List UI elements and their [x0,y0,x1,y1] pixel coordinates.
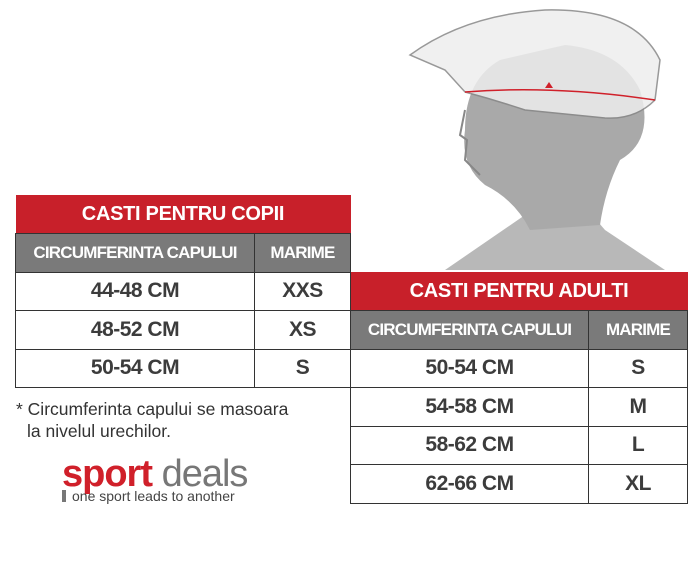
table-row: 54-58 CM M [350,387,689,427]
size-cell: XL [625,471,651,495]
circumference-cell: 50-54 CM [425,356,514,380]
note-line-1: * Circumferinta capului se masoara [16,399,289,419]
logo-word-deals: deals [161,453,249,495]
table-row: 58-62 CM L [350,425,689,465]
circumference-cell: 48-52 CM [90,317,180,341]
helmet-head-illustration [408,9,665,270]
logo-tagline: one sport leads to another [62,489,247,503]
table-row: 44-48 CM XXS [15,271,351,311]
table-row: 50-54 CM S [350,348,689,388]
sport-deals-logo: sport deals one sport leads to another [62,453,249,503]
logo-word-sport: sport [62,453,153,495]
adults-size-table: CASTI PENTRU ADULTI CIRCUMFERINTA CAPULU… [350,272,689,504]
circumference-cell: 44-48 CM [90,279,180,303]
table-row: 62-66 CM XL [350,464,689,504]
size-cell: M [629,394,648,418]
table-row: 50-54 CM S [15,348,351,388]
size-cell: XXS [282,279,323,303]
size-cell: S [295,356,310,380]
size-cell: XS [288,317,317,341]
column-header-size: MARIME [270,242,335,262]
circumference-cell: 50-54 CM [90,356,180,380]
kids-size-table: CASTI PENTRU COPII CIRCUMFERINTA CAPULUI… [15,195,351,388]
column-header-circumference: CIRCUMFERINTA CAPULUI [33,242,237,262]
note-line-2: la nivelul urechilor. [27,421,171,441]
kids-table-title: CASTI PENTRU COPII [81,202,285,225]
size-cell: S [631,356,645,380]
column-header-circumference: CIRCUMFERINTA CAPULUI [367,319,572,339]
circumference-cell: 54-58 CM [425,394,514,418]
size-cell: L [631,433,645,457]
column-header-size: MARIME [605,319,671,339]
measurement-note: * Circumferinta capului se masoara la ni… [16,398,288,442]
adults-table-title: CASTI PENTRU ADULTI [409,279,629,302]
circumference-cell: 58-62 CM [425,433,514,457]
circumference-cell: 62-66 CM [425,471,514,495]
table-row: 48-52 CM XS [15,310,351,350]
